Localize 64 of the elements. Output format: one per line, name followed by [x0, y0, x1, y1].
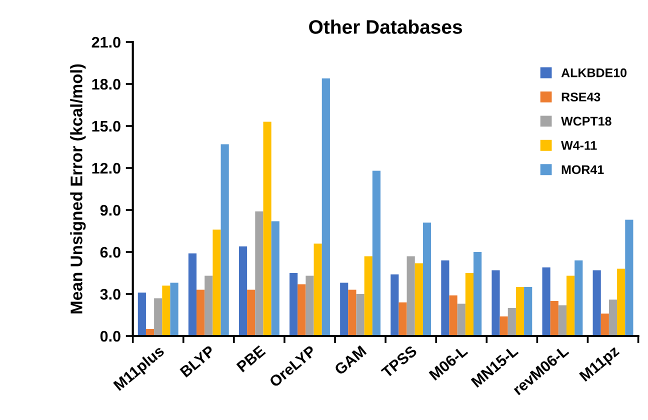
bar — [474, 252, 482, 336]
bar — [188, 253, 197, 336]
bar — [558, 305, 567, 336]
bar — [625, 220, 634, 336]
bar — [238, 246, 248, 336]
bar — [608, 300, 618, 336]
bar — [154, 298, 162, 336]
y-tick-label: 12.0 — [92, 162, 120, 174]
bar — [220, 144, 229, 336]
bar — [138, 292, 146, 336]
bar — [600, 314, 609, 336]
bar — [290, 273, 298, 336]
bar — [422, 222, 432, 336]
y-tick-label: 6.0 — [100, 246, 120, 258]
y-axis-title: Mean Unsigned Error (kcal/mol) — [70, 64, 86, 314]
bar — [516, 287, 524, 336]
bar — [449, 295, 458, 336]
bar — [162, 286, 170, 336]
bar — [492, 270, 500, 336]
y-tick-label: 21.0 — [92, 36, 120, 48]
y-tick-label: 9.0 — [100, 204, 120, 216]
bar — [204, 276, 213, 336]
bar — [398, 302, 407, 336]
y-tick-label: 15.0 — [92, 120, 120, 132]
bar — [406, 256, 415, 336]
legend-label: RSE43 — [562, 92, 600, 102]
bar — [592, 270, 601, 336]
legend-label: ALKBDE10 — [561, 68, 627, 78]
bar — [617, 268, 626, 336]
bar — [322, 78, 330, 336]
bar — [170, 282, 178, 336]
bar — [298, 284, 306, 336]
bar — [356, 294, 364, 336]
bar — [574, 260, 583, 336]
bar — [306, 276, 314, 336]
bar — [314, 244, 322, 336]
bar — [566, 276, 575, 336]
y-tick-label: 0.0 — [100, 330, 120, 342]
bar — [340, 282, 348, 336]
bar — [372, 170, 381, 336]
bar — [390, 274, 399, 336]
bar — [500, 316, 508, 336]
bar — [263, 122, 272, 336]
bar — [247, 290, 256, 336]
bar — [271, 221, 280, 336]
bar — [542, 267, 550, 336]
y-tick-label: 18.0 — [92, 78, 120, 90]
legend-label: MOR41 — [562, 165, 604, 174]
bar — [255, 211, 264, 336]
bar — [414, 263, 423, 336]
legend-label: WCPT18 — [561, 116, 612, 126]
legend-label: W4-11 — [561, 141, 597, 150]
bar — [348, 290, 356, 336]
bar — [457, 304, 466, 336]
bar — [524, 287, 532, 336]
bar — [196, 290, 205, 336]
bar — [212, 230, 221, 336]
bar — [441, 260, 450, 336]
bar — [550, 301, 558, 336]
y-tick-label: 3.0 — [100, 288, 120, 300]
chart-title: Other Databases — [309, 20, 462, 34]
bar — [364, 256, 372, 336]
bar — [465, 273, 474, 336]
bar — [508, 308, 516, 336]
